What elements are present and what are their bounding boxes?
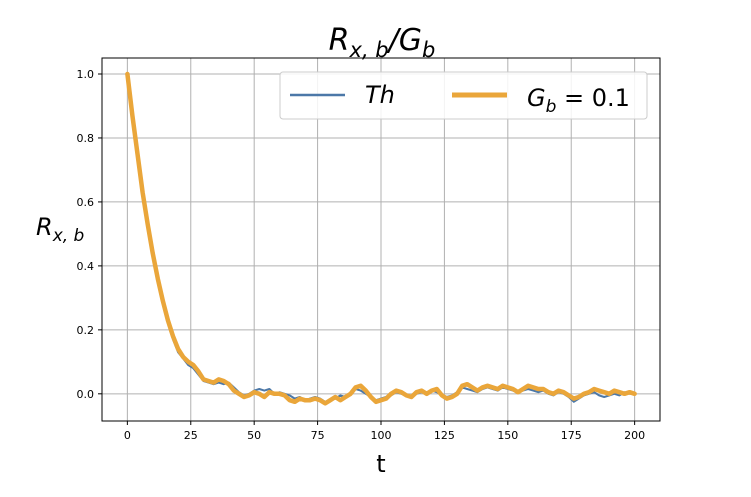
title-g: G	[399, 23, 422, 58]
plot-frame	[101, 57, 661, 422]
chart-title: Rx, b/Gb	[329, 23, 436, 62]
x-tick-label: 75	[311, 429, 325, 442]
y-axis-label: Rx, b	[36, 213, 84, 246]
legend-gb-sub: b	[546, 97, 557, 117]
x-tick-label: 200	[624, 429, 645, 442]
y-tick-label: 1.0	[77, 68, 95, 81]
ticks-layer: 0 25 50 75 100 125 150 175 200 0.0 0.2 0.4 0.6 0.8 1.0	[77, 68, 646, 442]
legend-gb-eq: = 0.1	[556, 84, 630, 112]
x-tick-label: 0	[124, 429, 131, 442]
legend: Th Gb = 0.1	[279, 71, 648, 120]
y-tick-label: 0.4	[77, 260, 95, 273]
ylabel-r-sub: x, b	[52, 226, 85, 246]
y-tick-label: 0.6	[77, 196, 95, 209]
title-slash: /	[386, 23, 402, 58]
legend-label-gb: Gb = 0.1	[527, 84, 630, 117]
series-layer	[125, 71, 637, 406]
series-line-gb	[125, 71, 637, 406]
x-tick-label: 25	[184, 429, 198, 442]
x-tick-label: 150	[497, 429, 518, 442]
x-tick-label: 125	[434, 429, 455, 442]
x-tick-label: 175	[561, 429, 582, 442]
y-tick-label: 0.2	[77, 324, 95, 337]
y-tick-label: 0.0	[77, 388, 95, 401]
title-r: R	[329, 23, 350, 58]
x-tick-label: 50	[247, 429, 261, 442]
ylabel-r: R	[36, 213, 53, 241]
title-g-sub: b	[422, 38, 435, 62]
x-tick-label: 100	[371, 429, 392, 442]
legend-label-th: Th	[365, 81, 395, 109]
x-axis-label: t	[376, 450, 385, 478]
legend-gb-g: G	[527, 84, 546, 112]
y-tick-label: 0.8	[77, 132, 95, 145]
